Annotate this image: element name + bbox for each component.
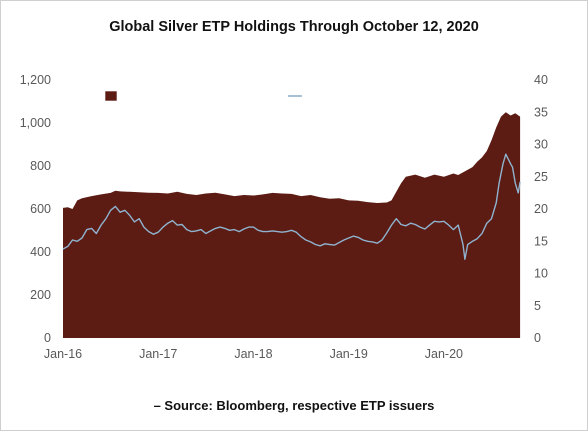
y-right-tick-label: 5: [534, 299, 541, 313]
y-left-tick-label: 800: [30, 159, 51, 173]
series-area-etp-holdings: [63, 112, 521, 338]
source-note: – Source: Bloomberg, respective ETP issu…: [153, 398, 435, 413]
series-line-silver-price: [62, 153, 521, 260]
legend-label-holdings: ETP Holdings (Moz): [121, 89, 233, 103]
plot-area: [62, 112, 521, 338]
y-left-tick-label: 0: [44, 331, 51, 345]
y-right-tick-label: 30: [534, 138, 548, 152]
y-right-tick-label: 35: [534, 105, 548, 119]
y-left-tick-label: 600: [30, 202, 51, 216]
y-right-tick-label: 25: [534, 170, 548, 184]
x-tick-label: Jan-19: [330, 347, 368, 361]
y-left-tick-label: 1,000: [20, 116, 51, 130]
y-right-tick-label: 20: [534, 202, 548, 216]
y-left-tick-label: 400: [30, 245, 51, 259]
y-right-tick-label: 0: [534, 331, 541, 345]
y-left-tick-label: 200: [30, 288, 51, 302]
x-tick-label: Jan-18: [234, 347, 272, 361]
chart-title: Global Silver ETP Holdings Through Octob…: [109, 19, 479, 35]
x-tick-label: Jan-20: [425, 347, 463, 361]
legend-label-silver: Silver Price ($/oz, RHS): [305, 89, 437, 103]
y-right-tick-label: 40: [534, 73, 548, 87]
x-tick-label: Jan-17: [139, 347, 177, 361]
y-left-tick-label: 1,200: [20, 73, 51, 87]
y-right-tick-label: 10: [534, 267, 548, 281]
legend: ETP Holdings (Moz) Silver Price ($/oz, R…: [104, 89, 437, 103]
y-right-tick-label: 15: [534, 234, 548, 248]
legend-swatch-holdings: [104, 90, 118, 102]
x-tick-label: Jan-16: [44, 347, 82, 361]
axes: 0 200 400 600 800 1,000 1,200 0 5 10 15 20 25 30 35 40 J…: [20, 73, 548, 361]
